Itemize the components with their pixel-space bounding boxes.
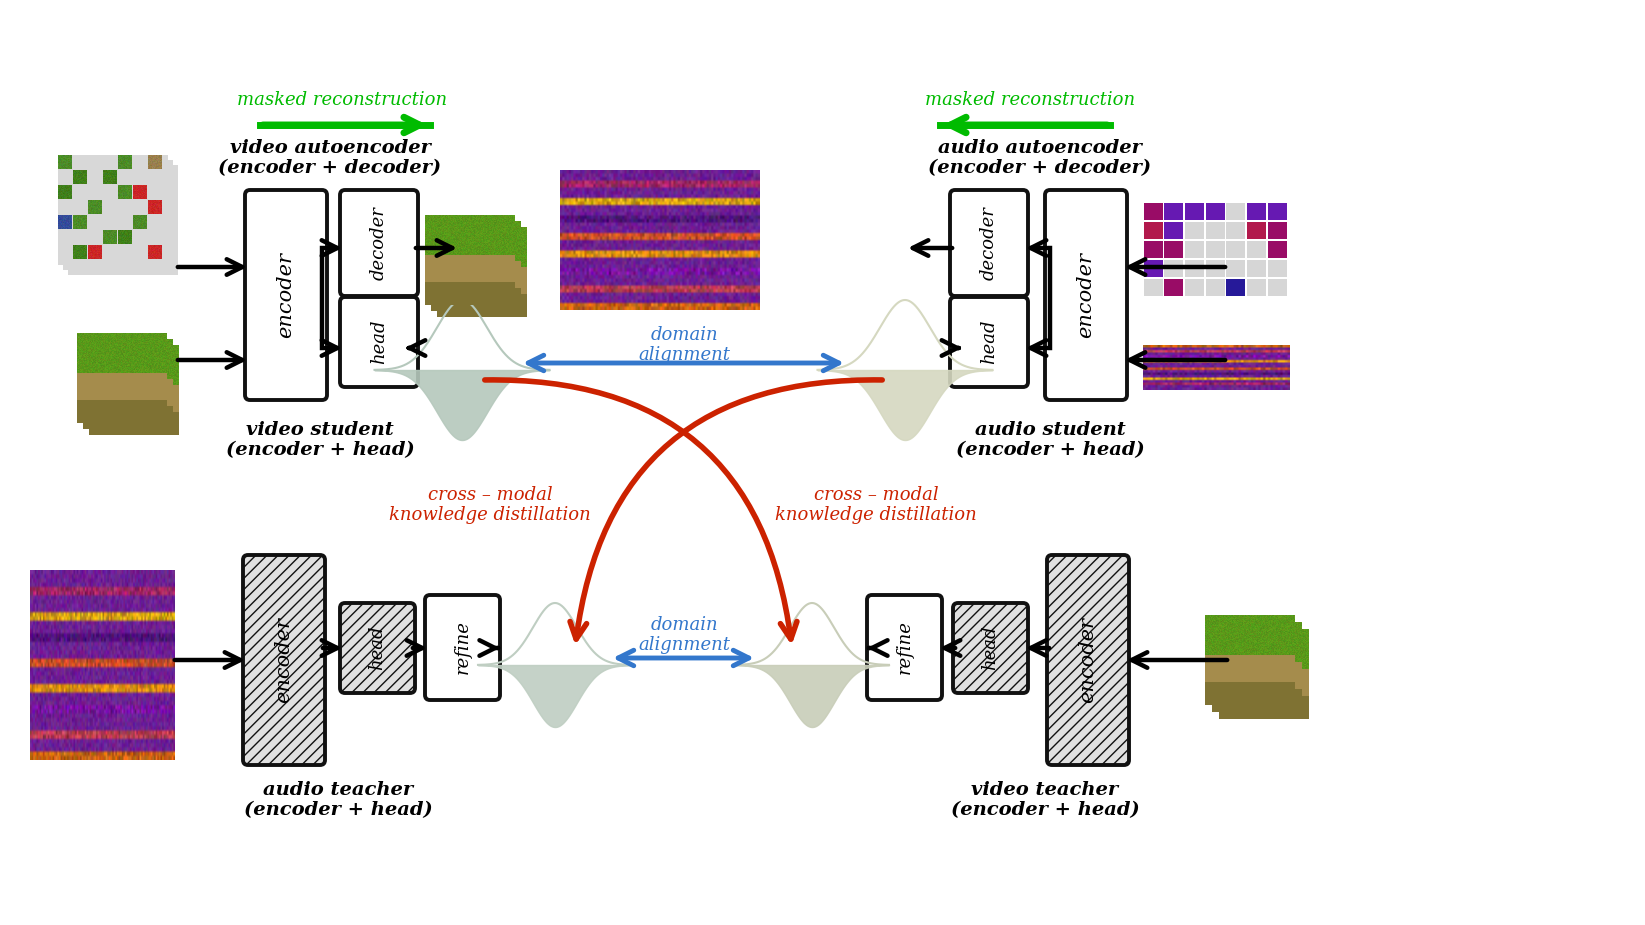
Text: video teacher
(encoder + head): video teacher (encoder + head) [951,781,1140,820]
Text: head: head [368,625,387,671]
Text: head: head [980,320,999,364]
Text: encoder: encoder [276,252,296,338]
Text: refine: refine [454,621,472,674]
Text: encoder: encoder [1079,617,1097,703]
Text: head: head [370,320,388,364]
FancyBboxPatch shape [1046,555,1128,765]
Text: audio autoencoder
(encoder + decoder): audio autoencoder (encoder + decoder) [928,139,1152,178]
FancyBboxPatch shape [341,190,418,296]
FancyBboxPatch shape [245,190,327,400]
FancyBboxPatch shape [867,595,943,700]
FancyBboxPatch shape [341,603,415,693]
Text: encoder: encoder [275,617,293,703]
Text: cross – modal
knowledge distillation: cross – modal knowledge distillation [775,486,977,524]
Text: cross – modal
knowledge distillation: cross – modal knowledge distillation [390,486,591,524]
Text: masked reconstruction: masked reconstruction [924,91,1135,109]
Text: audio student
(encoder + head): audio student (encoder + head) [956,421,1145,460]
Text: encoder: encoder [1076,252,1096,338]
Text: domain
alignment: domain alignment [638,616,730,654]
Text: head: head [982,625,1000,671]
Text: decoder: decoder [980,206,999,280]
Text: decoder: decoder [370,206,388,280]
Text: refine: refine [895,621,913,674]
FancyBboxPatch shape [243,555,326,765]
Text: domain
alignment: domain alignment [638,326,730,364]
Text: video student
(encoder + head): video student (encoder + head) [225,421,415,460]
FancyBboxPatch shape [424,595,500,700]
FancyBboxPatch shape [341,297,418,387]
FancyBboxPatch shape [1045,190,1127,400]
FancyBboxPatch shape [951,190,1028,296]
Text: video autoencoder
(encoder + decoder): video autoencoder (encoder + decoder) [219,139,441,178]
FancyBboxPatch shape [951,297,1028,387]
Text: masked reconstruction: masked reconstruction [237,91,447,109]
Text: audio teacher
(encoder + head): audio teacher (encoder + head) [243,781,433,820]
FancyBboxPatch shape [952,603,1028,693]
